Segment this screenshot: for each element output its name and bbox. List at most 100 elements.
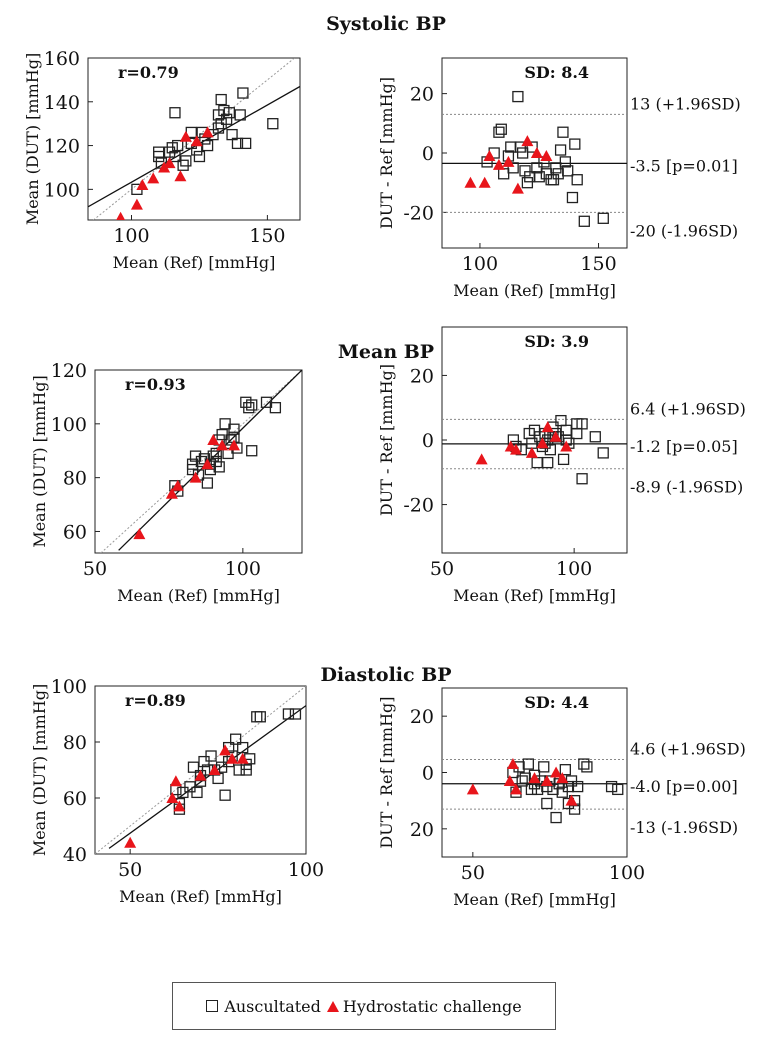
chart-panel-6: 50 100 20 0 20 Mean (Ref) [mmHg] DUT - Ref [mm…	[377, 687, 746, 909]
upper-limit-label: 6.4 (+1.96SD)	[630, 399, 746, 418]
auscultated-point	[289, 708, 302, 720]
auscultated-point	[578, 758, 590, 770]
auscultated-point	[531, 783, 544, 796]
x-tick-label: 100	[225, 558, 261, 580]
square-marker-icon	[206, 1000, 219, 1012]
y-axis-label: DUT - Ref [mmHg]	[377, 364, 396, 516]
y-tick-label: 100	[51, 676, 87, 698]
auscultated-point	[541, 797, 553, 810]
y-tick-label: 0	[422, 430, 434, 452]
hydrostatic-point	[466, 783, 479, 795]
auscultated-point	[559, 764, 571, 776]
y-tick-label: 20	[410, 819, 434, 841]
auscultated-point	[576, 473, 588, 485]
lower-limit-label: -20 (-1.96SD)	[630, 221, 738, 240]
auscultated-point	[554, 144, 567, 156]
auscultated-point	[550, 811, 562, 824]
regression-line	[88, 85, 300, 208]
x-axis-label: Mean (Ref) [mmHg]	[119, 887, 282, 906]
auscultated-point	[498, 168, 510, 180]
x-tick-label: 50	[461, 862, 485, 884]
x-tick-label: 50	[118, 859, 142, 881]
hydrostatic-point	[189, 471, 202, 483]
panel-annotation: SD: 3.9	[524, 332, 589, 351]
hydrostatic-point	[506, 758, 519, 770]
hydrostatic-point	[190, 135, 203, 147]
hydrostatic-point	[226, 752, 239, 764]
auscultated-point	[172, 139, 184, 152]
hydrostatic-point	[207, 433, 220, 445]
auscultated-point	[597, 212, 609, 224]
auscultated-point	[571, 427, 583, 440]
auscultated-point	[566, 191, 579, 204]
chart-panel-4: 50 100 -20 0 20 Mean (Ref) [mmHg] DUT - Ref [m…	[377, 326, 746, 605]
y-tick-label: 0	[422, 143, 434, 165]
hydrostatic-point	[478, 176, 491, 188]
hydrostatic-point	[236, 752, 249, 764]
hydrostatic-point	[510, 443, 522, 455]
auscultated-point	[223, 107, 235, 119]
y-tick-label: 0	[422, 763, 434, 785]
auscultated-point	[267, 118, 279, 130]
auscultated-point	[282, 708, 295, 720]
chart-panel-5: 50 100 40 60 80 100 Mean (Ref) [mmHg] Mean (DUT…	[30, 664, 452, 906]
auscultated-point	[205, 750, 217, 762]
hydrostatic-point	[227, 439, 240, 451]
auscultated-point	[507, 434, 520, 446]
hydrostatic-point	[492, 158, 505, 170]
hydrostatic-point	[556, 772, 569, 784]
y-tick-label: 80	[63, 468, 87, 490]
y-axis-label: DUT - Ref [mmHg]	[377, 696, 396, 848]
auscultated-point	[246, 445, 258, 457]
axes-frame	[94, 685, 307, 855]
auscultated-point	[220, 113, 233, 125]
hydrostatic-point	[171, 479, 184, 491]
axes-frame	[87, 57, 301, 221]
hydrostatic-point	[116, 211, 126, 220]
auscultated-point	[240, 764, 252, 776]
auscultated-point	[495, 123, 507, 135]
x-tick-label: 50	[430, 558, 454, 580]
panel-annotation: r=0.79	[118, 63, 179, 82]
auscultated-point	[191, 786, 203, 799]
hydrostatic-point	[194, 769, 207, 781]
x-axis-label: Mean (Ref) [mmHg]	[453, 586, 616, 605]
y-axis-label: Mean (DUT) [mmHg]	[30, 684, 49, 856]
auscultated-point	[251, 711, 263, 723]
y-tick-label: 40	[63, 844, 87, 866]
auscultated-point	[246, 399, 258, 411]
hydrostatic-point	[560, 440, 573, 452]
lower-limit-label: -8.9 (-1.96SD)	[630, 478, 743, 497]
regression-line	[118, 370, 302, 551]
hydrostatic-point	[173, 800, 186, 812]
hydrostatic-point	[550, 766, 563, 778]
hydrostatic-point	[163, 157, 176, 169]
auscultated-point	[186, 458, 199, 470]
regression-line	[108, 705, 306, 849]
auscultated-point	[237, 87, 249, 99]
auscultated-point	[514, 141, 526, 153]
auscultated-point	[572, 780, 584, 793]
hydrostatic-point	[510, 783, 522, 795]
auscultated-point	[589, 431, 601, 443]
auscultated-point	[516, 147, 529, 159]
chart-panel-2: 100 150 -20 0 20 Mean (Ref) [mmHg] DUT - Ref […	[377, 57, 741, 300]
auscultated-point	[557, 126, 569, 138]
auscultated-point	[519, 772, 531, 784]
auscultated-point	[576, 418, 588, 430]
chart-panel-3: 50 100 60 80 100 120 Mean (Ref) [mmHg] Mean (DU…	[30, 341, 434, 605]
auscultated-point	[193, 150, 206, 163]
x-axis-label: Mean (Ref) [mmHg]	[117, 586, 280, 605]
hydrostatic-point	[133, 528, 146, 540]
auscultated-point	[521, 177, 534, 189]
y-tick-label: 20	[410, 84, 434, 106]
y-axis-label: DUT - Ref [mmHg]	[377, 77, 396, 229]
hydrostatic-point	[201, 458, 214, 470]
auscultated-point	[571, 174, 583, 186]
x-tick-label: 150	[580, 253, 616, 275]
upper-limit-label: 13 (+1.96SD)	[630, 94, 741, 113]
auscultated-point	[210, 447, 222, 460]
x-tick-label: 100	[609, 862, 645, 884]
x-axis-label: Mean (Ref) [mmHg]	[453, 281, 616, 300]
mean-difference-label: -4.0 [p=0.00]	[630, 777, 738, 796]
